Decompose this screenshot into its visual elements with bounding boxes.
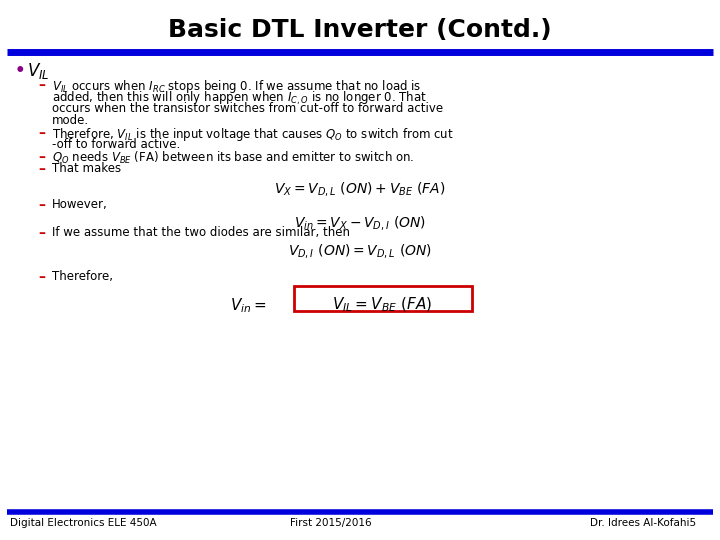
- Text: –: –: [38, 270, 45, 284]
- Text: $V_{IL} = V_{BE}\ (FA)$: $V_{IL} = V_{BE}\ (FA)$: [332, 296, 432, 314]
- Text: $V_{D,I}\ (ON) = V_{D,L}\ (ON)$: $V_{D,I}\ (ON) = V_{D,L}\ (ON)$: [288, 242, 432, 260]
- Text: $V_{in} = V_X - V_{D,I}\ (ON)$: $V_{in} = V_X - V_{D,I}\ (ON)$: [294, 214, 426, 232]
- Text: Therefore,: Therefore,: [52, 270, 113, 283]
- Text: -off to forward active.: -off to forward active.: [52, 138, 180, 151]
- Text: That makes: That makes: [52, 162, 121, 175]
- Text: –: –: [38, 78, 45, 92]
- Text: –: –: [38, 198, 45, 212]
- Text: If we assume that the two diodes are similar, then: If we assume that the two diodes are sim…: [52, 226, 350, 239]
- Text: occurs when the transistor switches from cut-off to forward active: occurs when the transistor switches from…: [52, 102, 443, 115]
- Text: Digital Electronics ELE 450A: Digital Electronics ELE 450A: [10, 518, 157, 528]
- Text: mode.: mode.: [52, 114, 89, 127]
- Text: –: –: [38, 126, 45, 140]
- Text: However,: However,: [52, 198, 108, 211]
- Text: $V_X = V_{D,L}\ (ON) + V_{BE}\ (FA)$: $V_X = V_{D,L}\ (ON) + V_{BE}\ (FA)$: [274, 180, 446, 198]
- FancyBboxPatch shape: [294, 286, 472, 310]
- Text: $V_{IL}$: $V_{IL}$: [27, 61, 50, 81]
- Text: Dr. Idrees Al-Kofahi5: Dr. Idrees Al-Kofahi5: [590, 518, 696, 528]
- Text: •: •: [15, 62, 26, 80]
- Text: Therefore, $V_{IL}$ is the input voltage that causes $Q_O$ to switch from cut: Therefore, $V_{IL}$ is the input voltage…: [52, 126, 454, 143]
- Text: added, then this will only happen when $I_{C,O}$ is no longer 0. That: added, then this will only happen when $…: [52, 90, 427, 107]
- Text: $V_{IL}$ occurs when $I_{RC}$ stops being 0. If we assume that no load is: $V_{IL}$ occurs when $I_{RC}$ stops bein…: [52, 78, 421, 95]
- Text: $V_{in} =$: $V_{in} =$: [230, 296, 266, 315]
- Text: Basic DTL Inverter (Contd.): Basic DTL Inverter (Contd.): [168, 18, 552, 42]
- Text: First 2015/2016: First 2015/2016: [290, 518, 372, 528]
- Text: $Q_O$ needs $V_{BE}$ (FA) between its base and emitter to switch on.: $Q_O$ needs $V_{BE}$ (FA) between its ba…: [52, 150, 415, 166]
- Text: –: –: [38, 226, 45, 240]
- Text: –: –: [38, 162, 45, 176]
- Text: –: –: [38, 150, 45, 164]
